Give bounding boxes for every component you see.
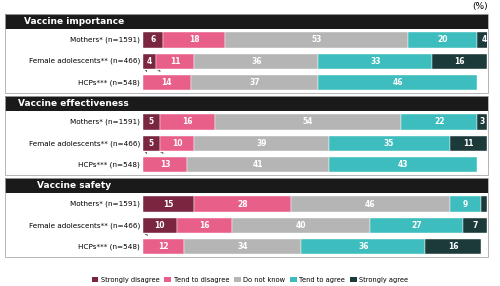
Text: 2: 2: [160, 152, 164, 157]
Bar: [194, 196, 291, 212]
Text: 46: 46: [392, 78, 403, 87]
Bar: [194, 53, 318, 69]
Bar: [408, 32, 477, 47]
Bar: [142, 32, 163, 47]
Text: 14: 14: [162, 78, 172, 87]
Bar: [160, 136, 194, 151]
Text: 15: 15: [163, 200, 173, 208]
Bar: [160, 114, 215, 130]
Bar: [401, 114, 477, 130]
Text: HCPs*** (n=548): HCPs*** (n=548): [78, 161, 140, 168]
Text: 12: 12: [158, 242, 168, 251]
Text: Mothers* (n=1591): Mothers* (n=1591): [70, 119, 140, 125]
Bar: [194, 136, 329, 151]
Bar: [215, 114, 401, 130]
Legend: Strongly disagree, Tend to disagree, Do not know, Tend to agree, Strongly agree: Strongly disagree, Tend to disagree, Do …: [89, 274, 411, 285]
Bar: [142, 114, 160, 130]
Text: 34: 34: [238, 242, 248, 251]
Bar: [142, 196, 194, 212]
Text: 41: 41: [253, 160, 264, 169]
Text: 27: 27: [412, 221, 422, 230]
Text: 33: 33: [370, 57, 380, 66]
Text: Female adolescents** (n=466): Female adolescents** (n=466): [28, 58, 140, 64]
Text: 20: 20: [438, 35, 448, 44]
Text: Mothers* (n=1591): Mothers* (n=1591): [70, 37, 140, 43]
Bar: [156, 53, 194, 69]
Text: 16: 16: [448, 242, 458, 251]
Text: 53: 53: [312, 35, 322, 44]
Bar: [329, 157, 477, 172]
Bar: [318, 53, 432, 69]
Text: 5: 5: [148, 139, 154, 148]
Bar: [226, 32, 408, 47]
Bar: [142, 157, 188, 172]
Text: 43: 43: [398, 160, 408, 169]
Bar: [232, 218, 370, 233]
Text: 10: 10: [172, 139, 182, 148]
Text: 13: 13: [160, 160, 170, 169]
Text: 4: 4: [147, 57, 152, 66]
Text: 10: 10: [154, 221, 165, 230]
Bar: [432, 53, 488, 69]
Text: Mothers* (n=1591): Mothers* (n=1591): [70, 201, 140, 207]
Text: 16: 16: [200, 221, 210, 230]
Text: Female adolescents** (n=466): Female adolescents** (n=466): [28, 222, 140, 229]
Bar: [301, 239, 426, 255]
Bar: [480, 196, 488, 212]
Bar: [450, 136, 488, 151]
Text: 40: 40: [296, 221, 306, 230]
Bar: [329, 136, 450, 151]
Bar: [450, 196, 480, 212]
Text: 36: 36: [358, 242, 368, 251]
Text: 22: 22: [434, 118, 444, 126]
Text: -1: -1: [142, 152, 148, 157]
Bar: [142, 53, 156, 69]
Text: 5: 5: [148, 118, 154, 126]
Bar: [163, 32, 226, 47]
Text: 18: 18: [189, 35, 200, 44]
Bar: [426, 239, 480, 255]
Text: -1: -1: [142, 70, 148, 75]
Text: HCPs*** (n=548): HCPs*** (n=548): [78, 243, 140, 250]
Bar: [318, 75, 477, 90]
Text: 35: 35: [384, 139, 394, 148]
Text: 28: 28: [237, 200, 248, 208]
Bar: [142, 75, 191, 90]
Bar: [188, 157, 329, 172]
Bar: [477, 32, 491, 47]
Text: 7: 7: [472, 221, 478, 230]
Text: 3: 3: [480, 118, 485, 126]
Text: (%): (%): [472, 3, 488, 11]
Text: Vaccine importance: Vaccine importance: [24, 17, 124, 26]
Text: 37: 37: [250, 78, 260, 87]
Text: 11: 11: [464, 139, 474, 148]
Text: 16: 16: [182, 118, 192, 126]
Text: 36: 36: [251, 57, 262, 66]
Text: 9: 9: [462, 200, 468, 208]
Text: 11: 11: [170, 57, 180, 66]
Text: Female adolescents** (n=466): Female adolescents** (n=466): [28, 140, 140, 146]
Bar: [191, 75, 318, 90]
Bar: [184, 239, 301, 255]
Bar: [291, 196, 450, 212]
Text: 4: 4: [482, 35, 486, 44]
Text: Vaccine safety: Vaccine safety: [36, 181, 111, 190]
Text: 16: 16: [454, 57, 465, 66]
Bar: [142, 218, 177, 233]
Bar: [177, 218, 232, 233]
Text: -2: -2: [142, 234, 149, 239]
Text: Vaccine effectiveness: Vaccine effectiveness: [18, 99, 129, 108]
Bar: [370, 218, 464, 233]
Text: 39: 39: [256, 139, 267, 148]
Text: 2: 2: [156, 70, 160, 75]
Bar: [142, 239, 184, 255]
Text: 6: 6: [150, 35, 156, 44]
Text: 46: 46: [365, 200, 376, 208]
Bar: [142, 136, 160, 151]
Bar: [464, 218, 487, 233]
Text: 54: 54: [303, 118, 314, 126]
Bar: [477, 114, 488, 130]
Text: HCPs*** (n=548): HCPs*** (n=548): [78, 79, 140, 86]
